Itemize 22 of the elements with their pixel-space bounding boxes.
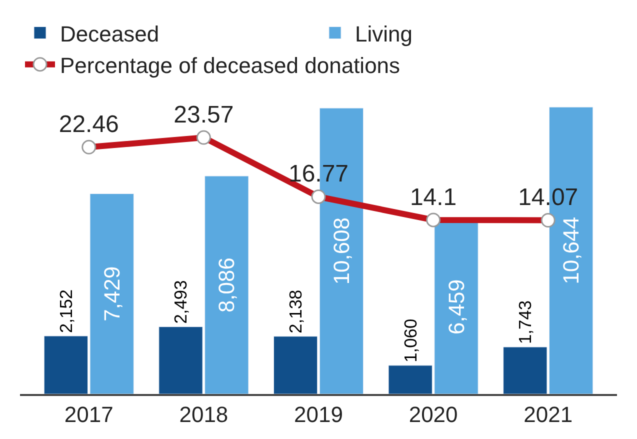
data-label: 1,743	[515, 300, 536, 344]
legend-label: Deceased	[60, 21, 160, 46]
data-label: 10,644	[558, 216, 584, 284]
data-label: 7,429	[99, 266, 124, 322]
data-label: 2,152	[56, 289, 76, 333]
data-label: 2,138	[285, 290, 306, 334]
bar	[273, 336, 318, 394]
legend-label: Percentage of deceased donations	[60, 52, 400, 78]
x-tick-label: 2021	[524, 402, 573, 428]
data-label: 6,459	[444, 279, 469, 334]
legend-label: Living	[355, 21, 412, 46]
x-tick-label: 2020	[408, 402, 458, 428]
data-label: 2,493	[170, 280, 191, 324]
x-tick-label: 2018	[179, 402, 228, 428]
data-label: 10,608	[328, 217, 354, 285]
x-tick-label: 2019	[294, 402, 343, 428]
data-label: 22.46	[58, 111, 119, 138]
data-label: 8,086	[214, 257, 240, 313]
data-label: 1,060	[400, 318, 420, 362]
x-tick-label: 2017	[64, 402, 114, 428]
data-label: 23.57	[174, 101, 234, 128]
data-label: 14.1	[410, 184, 457, 211]
